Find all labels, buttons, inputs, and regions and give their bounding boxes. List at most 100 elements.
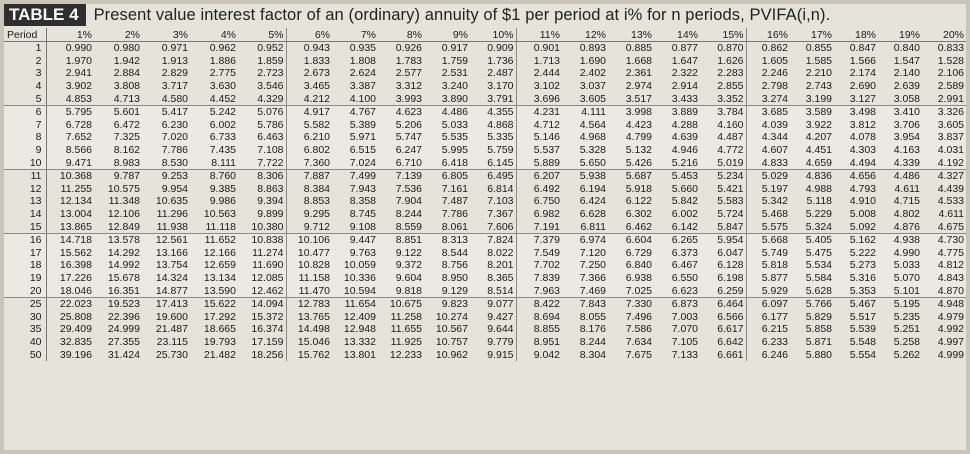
table-header-row: Period 1% 2% 3% 4% 5% 6% 7% 8% 9% 10% 11% 12% 13% 14%… <box>4 28 966 42</box>
factor-cell: 4.659 <box>790 156 834 170</box>
factor-cell: 0.943 <box>303 42 330 55</box>
factor-cell: 4.192 <box>922 156 966 170</box>
table-row: 2 1.970 1.942 1.913 1.886 1.859 1.833 1.808 1.78… <box>4 54 966 68</box>
factor-cell: 4.160 <box>700 118 747 132</box>
factor-cell: 6.210 <box>286 131 332 144</box>
factor-cell: 6.982 <box>533 208 560 221</box>
period-cell: 19 <box>4 271 47 285</box>
factor-cell: 7.843 <box>579 298 606 311</box>
factor-cell: 8.176 <box>579 323 606 336</box>
factor-cell: 8.061 <box>424 220 470 234</box>
factor-cell: 13.801 <box>343 348 376 361</box>
factor-cell: 3.387 <box>349 80 376 93</box>
factor-cell: 17.292 <box>203 310 236 323</box>
factor-cell: 5.324 <box>790 220 834 234</box>
factor-cell: 6.207 <box>533 170 560 183</box>
factor-cell: 8.358 <box>349 195 376 208</box>
factor-cell: 5.786 <box>238 118 287 132</box>
table-row: 9 8.566 8.162 7.786 7.435 7.108 6.802 6.515 6.24… <box>4 143 966 157</box>
factor-cell: 5.818 <box>746 259 790 272</box>
factor-cell: 4.423 <box>608 118 654 132</box>
factor-cell: 9.042 <box>533 348 560 361</box>
factor-cell: 5.251 <box>893 323 920 336</box>
factor-cell: 4.938 <box>878 233 922 247</box>
table-row: 10 9.471 8.983 8.530 8.111 7.722 7.360 7.024 6.7… <box>4 156 966 170</box>
factor-cell: 6.463 <box>238 131 287 144</box>
factor-cell: 4.812 <box>922 259 966 272</box>
factor-cell: 4.799 <box>608 131 654 144</box>
factor-cell: 1.886 <box>209 54 236 67</box>
factor-cell: 5.847 <box>700 220 747 234</box>
factor-cell: 5.660 <box>671 182 698 195</box>
factor-cell: 9.394 <box>238 195 287 208</box>
factor-cell: 4.793 <box>849 182 876 195</box>
factor-cell: 11.938 <box>142 220 190 234</box>
factor-cell: 6.373 <box>654 246 700 260</box>
factor-cell: 7.722 <box>238 156 287 170</box>
factor-cell: 11.296 <box>156 208 188 221</box>
factor-cell: 6.938 <box>608 271 654 285</box>
factor-cell: 5.029 <box>761 170 788 183</box>
factor-cell: 6.097 <box>761 298 788 311</box>
period-cell: 2 <box>4 54 47 68</box>
factor-cell: 15.622 <box>203 298 236 311</box>
factor-cell: 6.233 <box>761 335 788 348</box>
factor-cell: 9.447 <box>332 233 378 247</box>
factor-cell: 9.787 <box>113 170 140 183</box>
factor-cell: 7.963 <box>516 284 562 298</box>
factor-cell: 5.877 <box>746 271 790 285</box>
factor-cell: 6.873 <box>671 298 698 311</box>
factor-cell: 2.991 <box>922 92 966 106</box>
factor-cell: 3.837 <box>922 131 966 144</box>
factor-cell: 4.031 <box>922 143 966 157</box>
factor-cell: 5.687 <box>625 170 652 183</box>
factor-cell: 4.948 <box>937 298 964 311</box>
factor-cell: 7.786 <box>441 208 468 221</box>
factor-cell: 4.802 <box>893 208 920 221</box>
factor-cell: 5.475 <box>790 246 834 260</box>
factor-cell: 2.283 <box>700 67 747 80</box>
table-row: 14 13.004 12.106 11.296 10.563 9.899 9.295 8.74… <box>4 207 966 221</box>
factor-cell: 6.230 <box>142 118 190 132</box>
factor-cell: 11.158 <box>286 271 332 285</box>
factor-cell: 11.925 <box>390 335 422 348</box>
factor-cell: 3.890 <box>424 92 470 106</box>
factor-cell: 14.292 <box>94 246 142 260</box>
period-cell: 25 <box>4 297 47 311</box>
factor-cell: 13.578 <box>94 233 142 247</box>
factor-cell: 8.022 <box>470 246 517 260</box>
factor-cell: 1.970 <box>65 54 92 67</box>
factor-cell: 4.533 <box>937 195 964 208</box>
factor-cell: 5.316 <box>834 271 878 285</box>
factor-cell: 10.757 <box>435 335 468 348</box>
factor-cell: 11.690 <box>238 259 287 272</box>
factor-cell: 4.999 <box>937 348 964 361</box>
factor-cell: 6.661 <box>700 348 747 361</box>
factor-cell: 10.567 <box>435 323 468 336</box>
factor-cell: 13.754 <box>142 259 190 272</box>
factor-cell: 1.913 <box>161 54 188 67</box>
factor-cell: 9.954 <box>161 182 188 195</box>
factor-cell: 11.652 <box>190 233 238 247</box>
factor-cell: 4.988 <box>805 182 832 195</box>
factor-cell: 19.600 <box>155 310 188 323</box>
period-cell: 11 <box>4 169 47 183</box>
factor-cell: 10.563 <box>203 208 236 221</box>
rate-column-header: 17% <box>790 28 834 42</box>
rate-column-header: 15% <box>700 28 747 42</box>
period-cell: 20 <box>4 284 47 298</box>
factor-cell: 3.498 <box>834 105 878 119</box>
factor-cell: 5.858 <box>805 323 832 336</box>
factor-cell: 4.917 <box>286 105 332 119</box>
factor-cell: 1.547 <box>893 54 920 67</box>
factor-cell: 6.194 <box>579 182 606 195</box>
factor-cell: 5.101 <box>878 284 922 298</box>
factor-cell: 4.990 <box>878 246 922 260</box>
factor-cell: 9.295 <box>303 208 330 221</box>
factor-cell: 5.889 <box>516 156 562 170</box>
period-cell: 50 <box>4 348 47 361</box>
factor-cell: 2.577 <box>395 67 422 80</box>
factor-cell: 6.623 <box>654 284 700 298</box>
factor-cell: 8.306 <box>238 169 287 183</box>
factor-cell: 7.366 <box>562 271 608 285</box>
